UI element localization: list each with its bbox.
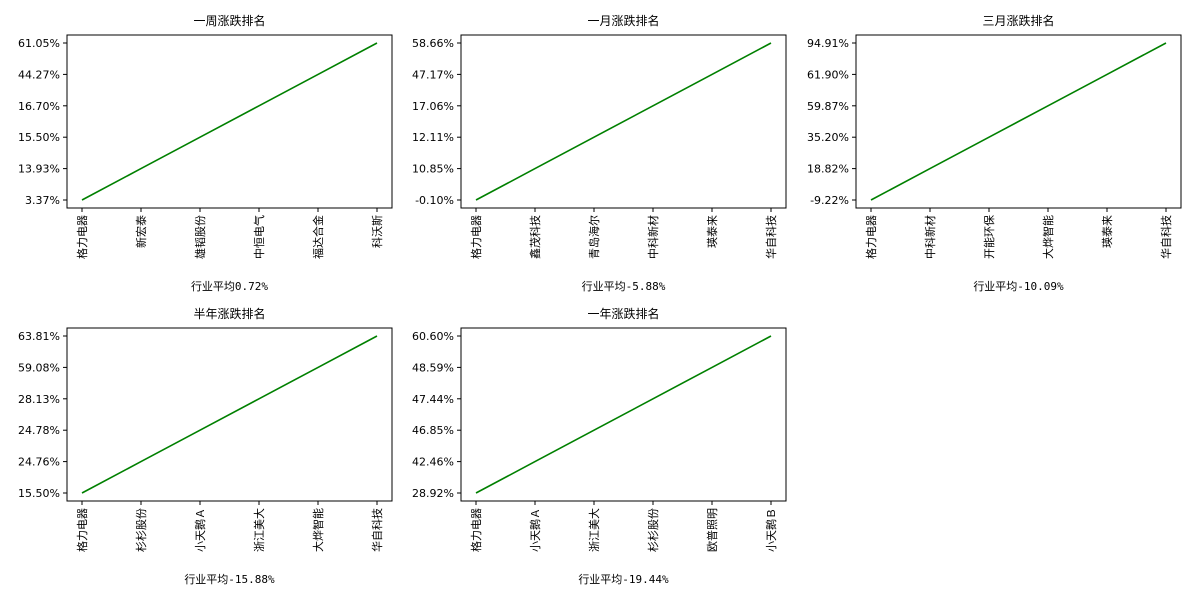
chart-title: 三月涨跌排名 [982, 13, 1054, 28]
y-tick-label: -0.10% [415, 194, 454, 207]
x-axis-label: 行业平均-10.09% [973, 280, 1064, 293]
y-tick-label: 15.50% [18, 487, 60, 500]
y-tick-label: 17.06% [412, 100, 454, 113]
axes-frame [460, 327, 787, 502]
chart-panel-2: 一月涨跌排名 -0.10% 10.85% 12.11% 17.06% 47.17% 58.6… [412, 13, 787, 293]
series-line [475, 335, 772, 494]
y-tick-label: 59.08% [18, 361, 60, 374]
y-tick-label: 44.27% [18, 68, 60, 81]
y-tick-label: 24.76% [18, 456, 60, 469]
x-tick-label: 开能环保 [982, 215, 996, 259]
y-tick-label: 61.05% [18, 37, 60, 50]
y-tick-label: 48.59% [412, 361, 454, 374]
x-tick-label: 华自科技 [370, 508, 384, 552]
y-tick-label: 12.11% [412, 131, 454, 144]
x-tick-label: 小天鹅Ａ [193, 508, 207, 552]
x-tick-label: 浙江美大 [252, 508, 266, 552]
y-tick-label: 94.91% [807, 37, 849, 50]
series-line [870, 42, 1167, 201]
y-tick-label: 46.85% [412, 424, 454, 437]
x-tick-label: 小天鹅Ａ [528, 508, 542, 552]
x-tick-label: 欧普照明 [705, 508, 719, 552]
x-tick-label: 新宏泰 [134, 215, 148, 248]
y-tick-label: 42.46% [412, 456, 454, 469]
x-tick-label: 格力电器 [469, 508, 483, 552]
y-tick-label: 35.20% [807, 131, 849, 144]
y-tick-label: 18.82% [807, 163, 849, 176]
x-tick-label: 瑛泰来 [705, 215, 719, 248]
y-tick-label: 59.87% [807, 100, 849, 113]
series-line [81, 335, 378, 494]
x-tick-label: 青岛海尔 [587, 215, 601, 259]
chart-title: 一月涨跌排名 [587, 13, 659, 28]
y-tick-label: 13.93% [18, 163, 60, 176]
y-tick-label: 63.81% [18, 330, 60, 343]
y-tick-label: 24.78% [18, 424, 60, 437]
x-axis-label: 行业平均-19.44% [578, 573, 669, 586]
x-tick-label: 大烨智能 [1041, 215, 1055, 259]
y-tick-label: 47.44% [412, 393, 454, 406]
x-axis-label: 行业平均0.72% [191, 280, 268, 293]
x-tick-label: 福达合金 [311, 215, 325, 259]
series-line [475, 42, 772, 201]
x-tick-label: 华自科技 [764, 215, 778, 259]
x-tick-label: 杉杉股份 [134, 508, 148, 552]
chart-panel-4: 半年涨跌排名 15.50% 24.76% 24.78% 28.13% 59.08% 63.8… [18, 306, 393, 586]
x-tick-label: 小天鹅Ｂ [764, 508, 778, 552]
axes-frame [66, 34, 393, 209]
x-tick-label: 雄韬股份 [193, 215, 207, 259]
x-tick-label: 杉杉股份 [646, 508, 660, 552]
y-tick-label: 61.90% [807, 68, 849, 81]
x-tick-label: 格力电器 [75, 215, 89, 259]
x-tick-label: 大烨智能 [311, 508, 325, 552]
x-axis-label: 行业平均-5.88% [582, 280, 666, 293]
series-line [81, 42, 378, 201]
y-tick-label: 10.85% [412, 163, 454, 176]
x-axis-label: 行业平均-15.88% [184, 573, 275, 586]
x-tick-label: 鑫茂科技 [528, 215, 542, 259]
chart-title: 半年涨跌排名 [193, 306, 265, 321]
chart-panel-3: 三月涨跌排名 -9.22% 18.82% 35.20% 59.87% 61.90% 94.9… [807, 13, 1182, 293]
x-tick-label: 瑛泰来 [1100, 215, 1114, 248]
y-tick-label: 15.50% [18, 131, 60, 144]
y-tick-label: 58.66% [412, 37, 454, 50]
y-tick-label: 3.37% [25, 194, 60, 207]
x-tick-label: 浙江美大 [587, 508, 601, 552]
x-tick-label: 中恒电气 [252, 215, 266, 259]
x-tick-label: 格力电器 [469, 215, 483, 259]
axes-frame [460, 34, 787, 209]
x-tick-label: 中科新材 [923, 215, 937, 259]
y-tick-label: 28.13% [18, 393, 60, 406]
y-tick-label: 60.60% [412, 330, 454, 343]
chart-panel-1: 一周涨跌排名 3.37% 13.93% 15.50% 16.70% 44.27% 61.05… [18, 13, 393, 293]
chart-title: 一周涨跌排名 [193, 13, 265, 28]
y-tick-label: -9.22% [810, 194, 849, 207]
y-tick-label: 47.17% [412, 68, 454, 81]
chart-title: 一年涨跌排名 [587, 306, 659, 321]
y-tick-label: 28.92% [412, 487, 454, 500]
axes-frame [855, 34, 1182, 209]
y-tick-label: 16.70% [18, 100, 60, 113]
x-tick-label: 科沃斯 [370, 215, 384, 248]
x-tick-label: 中科新材 [646, 215, 660, 259]
chart-panel-5: 一年涨跌排名 28.92% 42.46% 46.85% 47.44% 48.59% 60.6… [412, 306, 787, 586]
axes-frame [66, 327, 393, 502]
x-tick-label: 格力电器 [75, 508, 89, 552]
x-tick-label: 格力电器 [864, 215, 878, 259]
x-tick-label: 华自科技 [1159, 215, 1173, 259]
